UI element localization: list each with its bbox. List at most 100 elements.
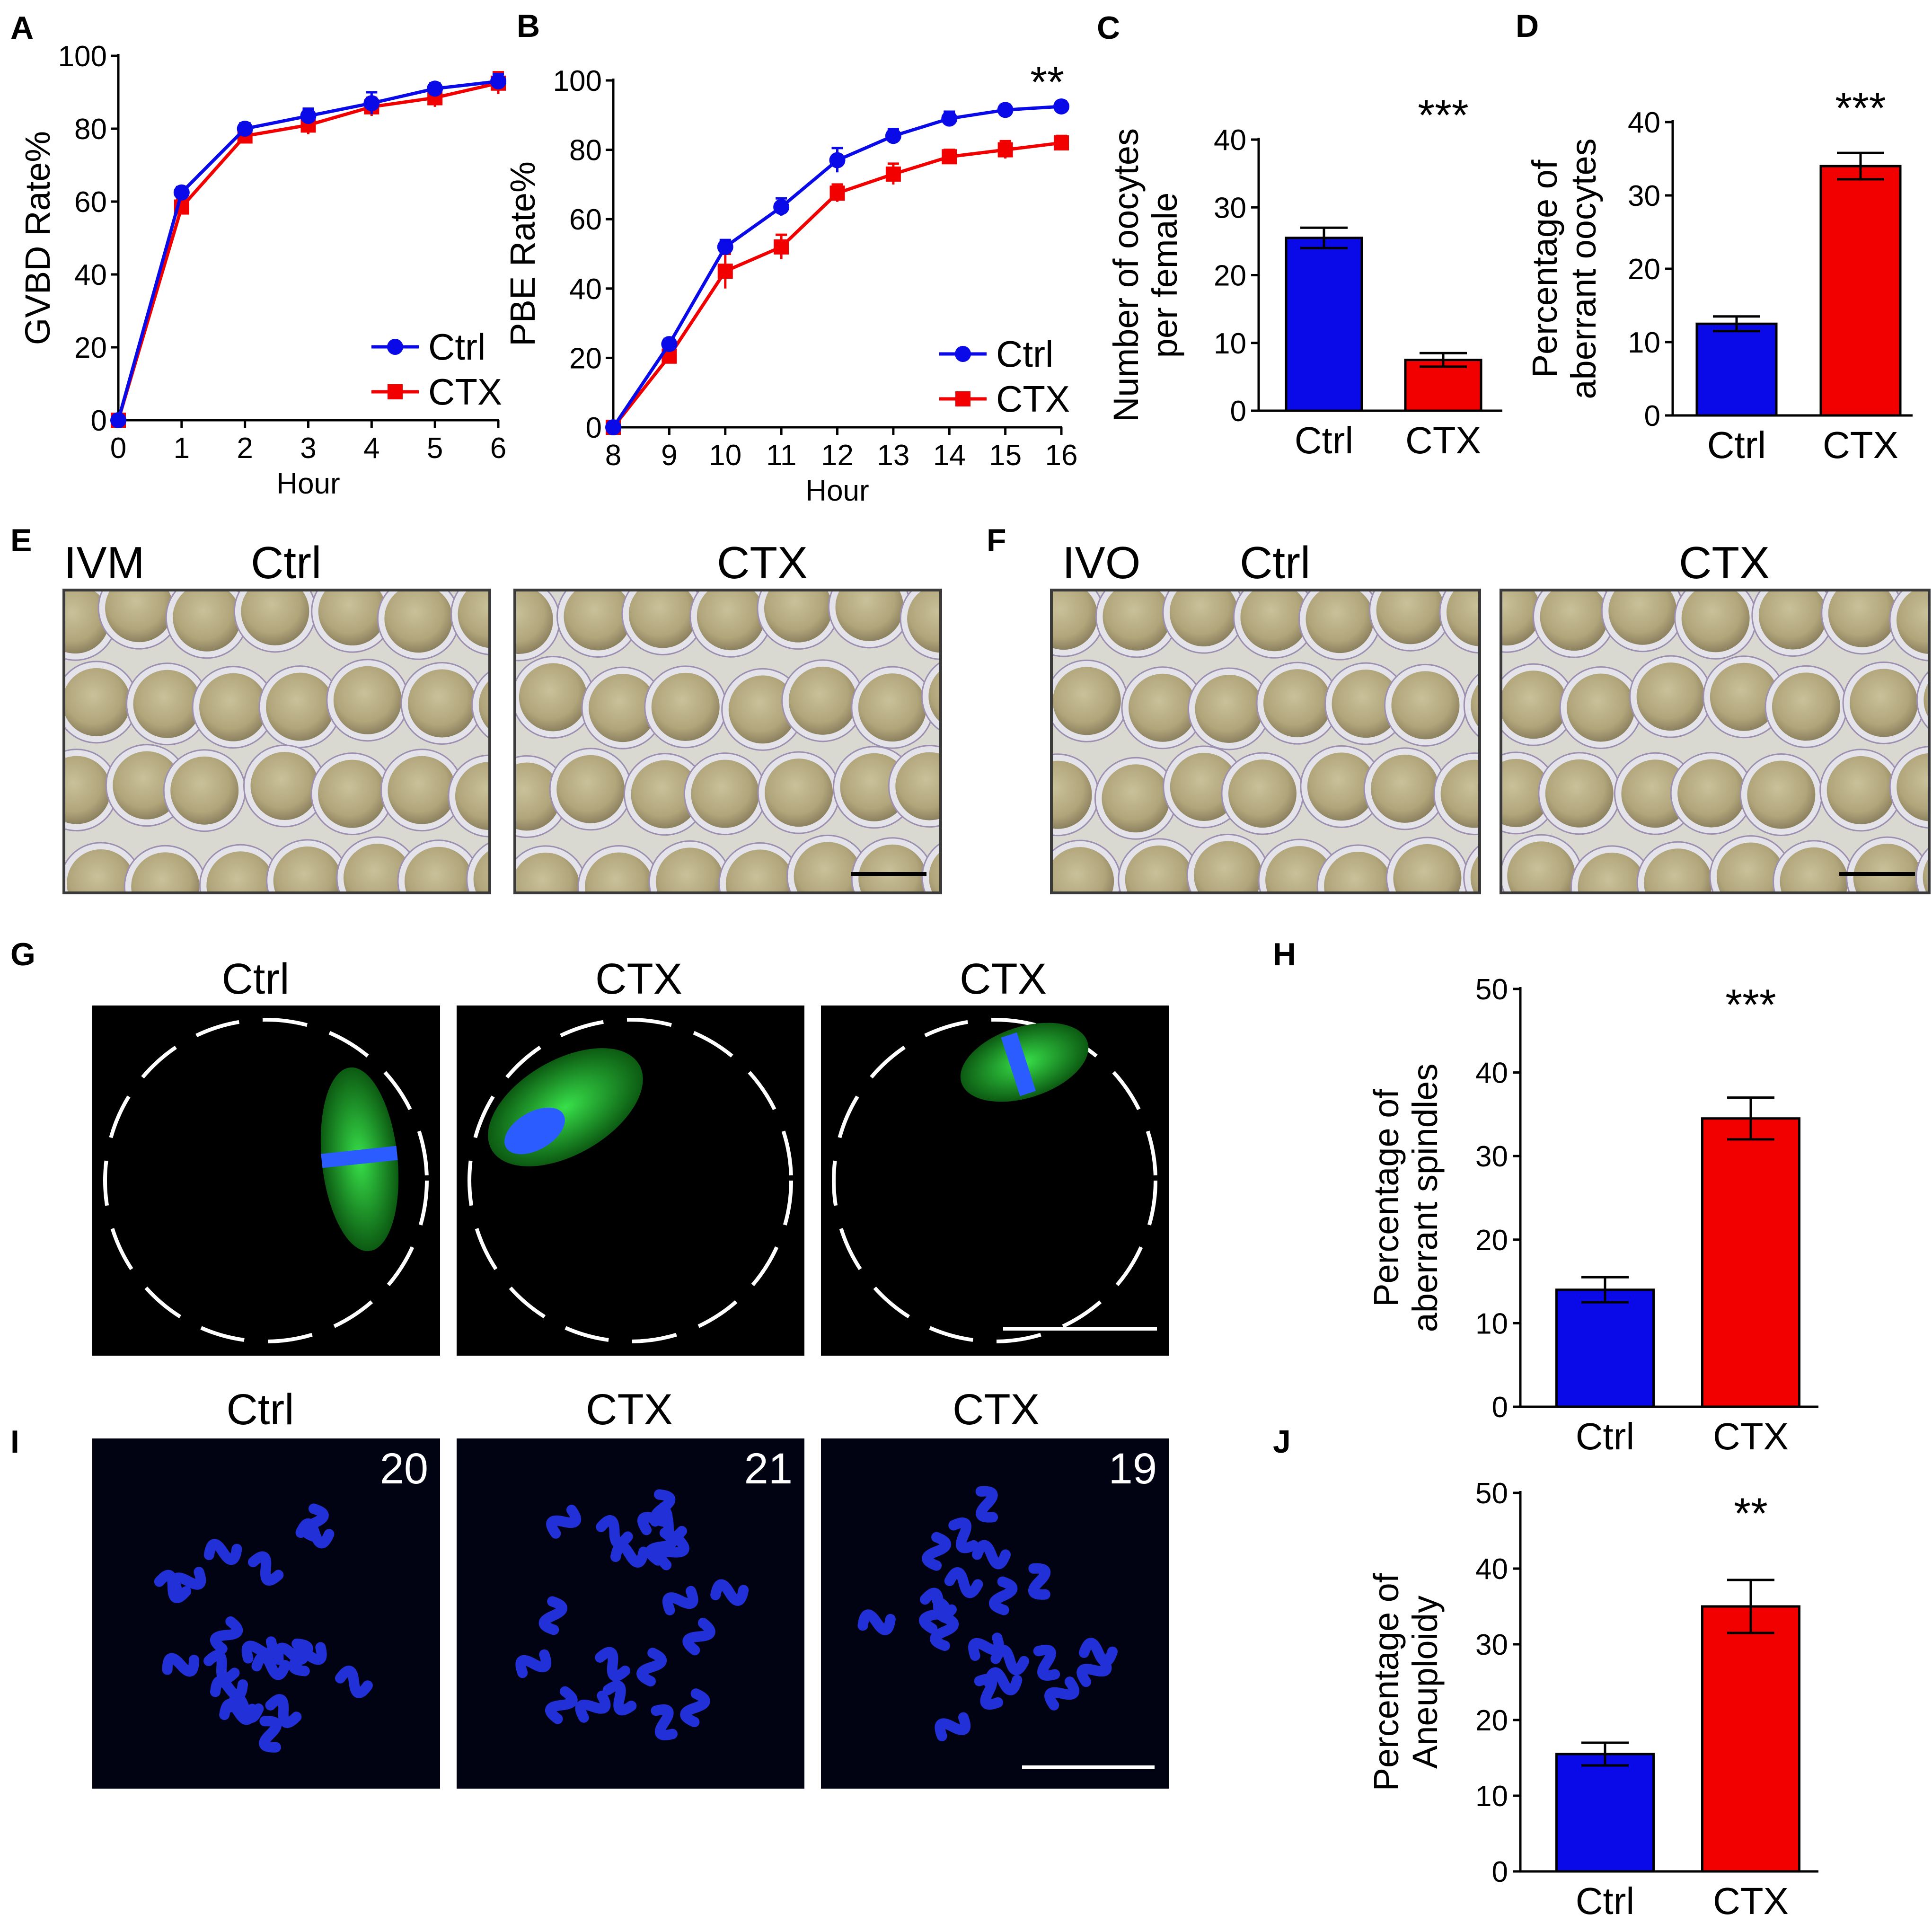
oocyte <box>473 851 488 891</box>
data-point-ctrl <box>773 199 790 215</box>
chromosome <box>596 1515 633 1549</box>
chromosome <box>651 1704 678 1740</box>
chromosome-count: 21 <box>744 1445 793 1493</box>
oocyte <box>408 669 476 738</box>
oocyte <box>556 755 625 823</box>
significance-label: ** <box>1734 1490 1768 1538</box>
chromosome <box>162 1653 200 1677</box>
panel-label-i: I <box>10 1424 19 1460</box>
panel-f-ctx-image <box>1500 589 1931 894</box>
oocyte <box>1470 856 1478 891</box>
oocyte <box>835 591 904 641</box>
oocyte <box>65 591 110 654</box>
oocyte <box>1170 752 1238 821</box>
y-axis-title: aberrant spindles <box>1405 1064 1445 1332</box>
panel-i-title-2: CTX <box>586 1385 673 1434</box>
oocyte <box>1507 841 1576 891</box>
oocyte <box>170 756 239 825</box>
x-tick-label: 8 <box>605 439 621 472</box>
oocyte <box>173 591 241 652</box>
chromosome <box>682 1617 715 1656</box>
chromosome-count: 20 <box>380 1445 428 1493</box>
panel-g-title-2: CTX <box>595 955 682 1003</box>
data-point-ctrl <box>110 412 126 428</box>
oocyte <box>458 591 488 648</box>
oocyte <box>765 759 833 827</box>
y-tick-label: 80 <box>569 134 602 167</box>
y-tick-label: 40 <box>1475 1553 1508 1586</box>
data-point-ctrl <box>490 73 506 89</box>
oocyte <box>1228 759 1297 828</box>
oocyte <box>589 674 657 742</box>
oocyte <box>1677 759 1746 828</box>
bar-ctrl <box>1555 1753 1655 1873</box>
oocyte <box>1772 672 1840 741</box>
oocyte <box>1393 844 1462 891</box>
oocyte <box>199 673 268 741</box>
oocyte <box>1502 591 1541 646</box>
panel-i-title-3: CTX <box>953 1385 1040 1434</box>
oocyte <box>1193 841 1262 891</box>
oocyte <box>1780 847 1848 891</box>
chromosome <box>251 1651 291 1680</box>
x-tick-label: 3 <box>300 432 316 465</box>
oocyte <box>585 852 653 891</box>
x-axis-title: Hour <box>805 475 869 507</box>
x-tick-label: 13 <box>877 439 909 472</box>
chromosome <box>636 1648 667 1687</box>
oocyte <box>1440 759 1478 828</box>
oocyte <box>1636 662 1705 731</box>
oocyte <box>1053 667 1121 735</box>
oocyte <box>1897 753 1928 821</box>
data-point-ctrl <box>427 80 443 97</box>
oocyte <box>691 759 759 828</box>
oocyte <box>1125 845 1193 891</box>
chart-d-aberrant-oocytes: 0 10 20 30 40 Ctrl CTX Percentage of aberrant oo… <box>1525 84 1913 466</box>
y-tick-label: 20 <box>1214 260 1246 292</box>
panel-label-h: H <box>1273 936 1296 972</box>
y-tick-label: 100 <box>553 65 602 97</box>
y-tick-label: 0 <box>1492 1391 1508 1424</box>
oocyte <box>1128 673 1197 742</box>
y-tick-label: 40 <box>1214 124 1246 157</box>
y-axis-title: PBE Rate% <box>503 161 542 346</box>
chromosome <box>538 1596 567 1635</box>
panel-e-ctrl-title: Ctrl <box>251 538 321 588</box>
oocyte <box>895 752 939 820</box>
y-tick-label: 50 <box>1475 973 1508 1006</box>
chromosome <box>948 1517 979 1553</box>
oocyte <box>131 852 200 891</box>
chromosome <box>203 1539 242 1565</box>
oocyte <box>1306 591 1374 653</box>
panel-i-images: 20 21 19 <box>92 1438 1169 1789</box>
chromosome <box>295 1518 335 1549</box>
chromosome-plate <box>1001 1032 1036 1096</box>
x-tick-label: 10 <box>709 439 741 472</box>
y-tick-label: 0 <box>1492 1856 1508 1888</box>
data-point-ctx <box>997 142 1013 158</box>
y-tick-label: 30 <box>1475 1140 1508 1173</box>
chromosome <box>602 1680 637 1716</box>
chromosome <box>170 1567 206 1596</box>
oocyte <box>1371 754 1439 823</box>
panel-f-ctrl-title: Ctrl <box>1240 538 1310 588</box>
oocyte <box>65 756 111 824</box>
oocyte <box>725 849 794 891</box>
oocyte <box>1545 759 1614 828</box>
chromosome <box>680 1688 710 1728</box>
oocyte-outline-dashed <box>103 1018 429 1343</box>
oocyte <box>1681 591 1750 653</box>
data-point-ctrl <box>300 108 317 124</box>
oocyte <box>1540 591 1608 651</box>
oocyte <box>1053 847 1114 891</box>
bar-ctrl <box>1285 237 1363 412</box>
x-tick-label: Ctrl <box>1576 1880 1634 1921</box>
y-axis-title: aberrant oocytes <box>1564 138 1603 399</box>
chromosome-plate <box>321 1146 398 1168</box>
oocyte <box>858 673 926 742</box>
legend-label-ctx: CTX <box>996 378 1070 420</box>
oocyte <box>1923 860 1928 891</box>
y-tick-label: 20 <box>1475 1704 1508 1737</box>
oocyte <box>1502 759 1550 827</box>
data-point-ctrl <box>363 95 380 112</box>
